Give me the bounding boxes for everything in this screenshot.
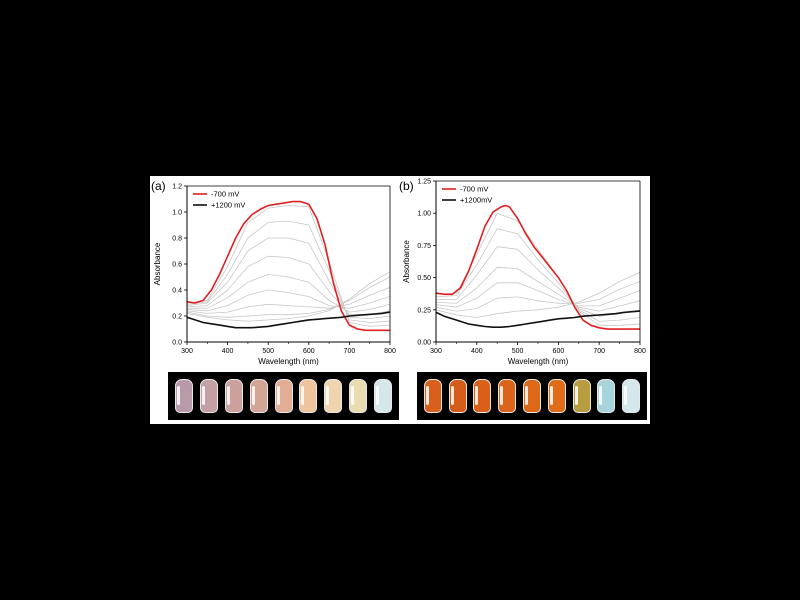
- vial-7: [324, 379, 343, 413]
- x-tick-label: 600: [553, 348, 565, 355]
- vial-8: [349, 379, 368, 413]
- vial-6: [299, 379, 318, 413]
- vial-8: [597, 379, 616, 413]
- intermediate-curve-4: [186, 237, 391, 320]
- vial-highlight: [549, 386, 553, 406]
- vial-4: [249, 379, 268, 413]
- vial-3: [224, 379, 243, 413]
- series-line-oxidized: [435, 310, 641, 328]
- y-tick-label: 0.4: [172, 288, 182, 295]
- vial-strip-a: [168, 372, 399, 420]
- vial-highlight: [226, 386, 230, 406]
- vial-3: [473, 379, 492, 413]
- vial-highlight: [376, 386, 380, 406]
- intermediate-curve-7: [435, 281, 641, 312]
- vial-7: [572, 379, 591, 413]
- intermediate-curve-3: [435, 228, 641, 322]
- vial-highlight: [276, 386, 280, 406]
- x-tick-label: 700: [344, 348, 356, 355]
- vial-highlight: [351, 386, 355, 406]
- vial-1: [423, 379, 442, 413]
- x-tick-label: 500: [512, 348, 524, 355]
- panel-b-label: (b): [399, 179, 414, 193]
- x-tick-label: 700: [593, 348, 605, 355]
- y-axis-label: Absorbance: [402, 240, 411, 283]
- intermediate-curve-9: [186, 276, 391, 318]
- y-tick-label: 1.0: [172, 210, 182, 217]
- vial-highlight: [425, 386, 429, 406]
- chart-b: 300 400 500 600 700 800 0.00 0.25 0.50 0.75 1.00 1.…: [402, 179, 646, 367]
- legend-label: -700 mV: [460, 185, 488, 194]
- intermediate-curve-8: [186, 287, 391, 314]
- vial-5: [523, 379, 541, 413]
- intermediate-curve-7: [186, 289, 391, 312]
- x-tick-label: 300: [181, 348, 193, 355]
- vial-strip-b: [417, 372, 647, 420]
- intermediate-curve-2: [186, 205, 391, 327]
- legend-label: +1200mV: [460, 196, 492, 205]
- intermediate-curve-10: [186, 271, 391, 322]
- vial-highlight: [326, 386, 330, 406]
- vial-highlight: [450, 386, 454, 406]
- legend-label: +1200 mV: [211, 201, 245, 210]
- chart-a: 300 400 500 600 700 800 0.0 0.2 0.4 0.6 0.8 1.0 1.2 W…: [153, 184, 396, 367]
- intermediate-curve-6: [187, 274, 391, 313]
- y-tick-label: 0.8: [172, 236, 182, 243]
- intermediate-curve-8: [435, 272, 641, 318]
- y-tick-label: 0.50: [417, 275, 431, 282]
- vial-highlight: [301, 386, 305, 406]
- x-axis-label: Wavelength (nm): [508, 357, 569, 366]
- x-tick-label: 600: [303, 348, 315, 355]
- series-line-oxidized: [186, 311, 391, 329]
- y-tick-label: 0.6: [172, 262, 182, 269]
- vial-9: [622, 379, 641, 413]
- intermediate-curve-3: [186, 220, 391, 323]
- vial-4: [498, 379, 517, 413]
- y-tick-label: 0.25: [417, 307, 431, 314]
- vial-5: [274, 379, 293, 413]
- y-axis-label: Absorbance: [153, 242, 162, 285]
- vial-highlight: [500, 386, 504, 406]
- y-tick-label: 1.2: [172, 184, 182, 191]
- intermediate-curve-6: [435, 282, 641, 308]
- y-tick-label: 0.0: [172, 340, 182, 347]
- vial-highlight: [176, 386, 180, 406]
- vial-highlight: [201, 386, 205, 406]
- vial-2: [199, 379, 218, 413]
- x-tick-label: 800: [634, 348, 646, 355]
- vial-2: [448, 379, 467, 413]
- legend-label: -700 mV: [211, 190, 239, 199]
- vial-highlight: [475, 386, 479, 406]
- x-tick-label: 400: [222, 348, 234, 355]
- vial-highlight: [574, 386, 578, 406]
- figure-panel: (a) (b) 300 400 500 600 700 800 0.0 0.2 0.4 0.6 0.…: [150, 176, 650, 424]
- vial-highlight: [525, 386, 528, 406]
- y-tick-label: 0.00: [417, 340, 431, 347]
- x-tick-label: 400: [471, 348, 483, 355]
- x-tick-label: 800: [384, 348, 396, 355]
- intermediate-curve-5: [435, 266, 641, 312]
- x-axis-label: Wavelength (nm): [258, 357, 319, 366]
- x-tick-label: 500: [262, 348, 274, 355]
- y-tick-label: 1.00: [417, 211, 431, 218]
- y-tick-label: 0.75: [417, 243, 431, 250]
- x-tick-label: 300: [430, 348, 442, 355]
- vial-6: [547, 379, 566, 413]
- series-line-reduced: [435, 204, 640, 330]
- vial-highlight: [251, 386, 255, 406]
- vial-highlight: [599, 386, 603, 406]
- vial-9: [374, 379, 393, 413]
- series-line-reduced: [186, 200, 390, 332]
- vial-highlight: [624, 386, 628, 406]
- vial-1: [174, 379, 193, 413]
- panel-a-label: (a): [151, 179, 166, 193]
- intermediate-curve-4: [436, 246, 641, 317]
- y-tick-label: 1.25: [417, 179, 431, 186]
- y-tick-label: 0.2: [172, 314, 182, 321]
